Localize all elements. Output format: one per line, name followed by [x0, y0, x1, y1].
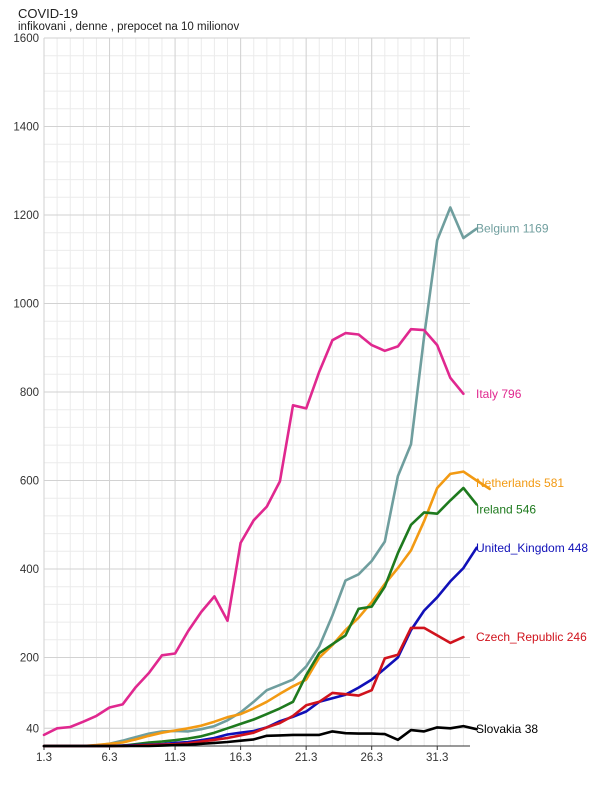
x-tick-label: 31.3 — [426, 752, 448, 764]
end-label-slovakia: Slovakia 38 — [476, 722, 538, 736]
end-label-ireland: Ireland 546 — [476, 502, 536, 516]
chart-title: COVID-19 — [18, 6, 78, 21]
series-line-italy — [42, 327, 465, 737]
series-line-slovakia — [42, 724, 478, 748]
y-tick-label: 400 — [20, 564, 39, 576]
series-line-netherlands — [42, 470, 492, 748]
y-tick-label: 600 — [20, 476, 39, 488]
x-tick-label: 1.3 — [36, 752, 52, 764]
end-label-belgium: Belgium 1169 — [476, 222, 549, 236]
y-tick-label: 200 — [20, 653, 39, 665]
y-tick-label: 1000 — [13, 299, 39, 311]
y-tick-label: 1400 — [13, 122, 39, 134]
y-tick-label: 40 — [26, 723, 39, 735]
y-tick-label: 800 — [20, 387, 39, 399]
end-label-italy: Italy 796 — [476, 387, 522, 401]
x-tick-label: 11.3 — [164, 752, 186, 764]
end-label-united_kingdom: United_Kingdom 448 — [476, 541, 588, 555]
x-tick-label: 26.3 — [360, 752, 382, 764]
x-tick-label: 21.3 — [295, 752, 317, 764]
x-tick-label: 16.3 — [229, 752, 251, 764]
end-label-czech_republic: Czech_Republic 246 — [476, 630, 587, 644]
chart-subtitle: infikovani , denne , prepocet na 10 mili… — [18, 21, 240, 33]
y-tick-label: 1600 — [13, 33, 39, 45]
end-label-netherlands: Netherlands 581 — [476, 476, 564, 490]
y-tick-label: 1200 — [13, 210, 39, 222]
x-tick-label: 6.3 — [102, 752, 118, 764]
